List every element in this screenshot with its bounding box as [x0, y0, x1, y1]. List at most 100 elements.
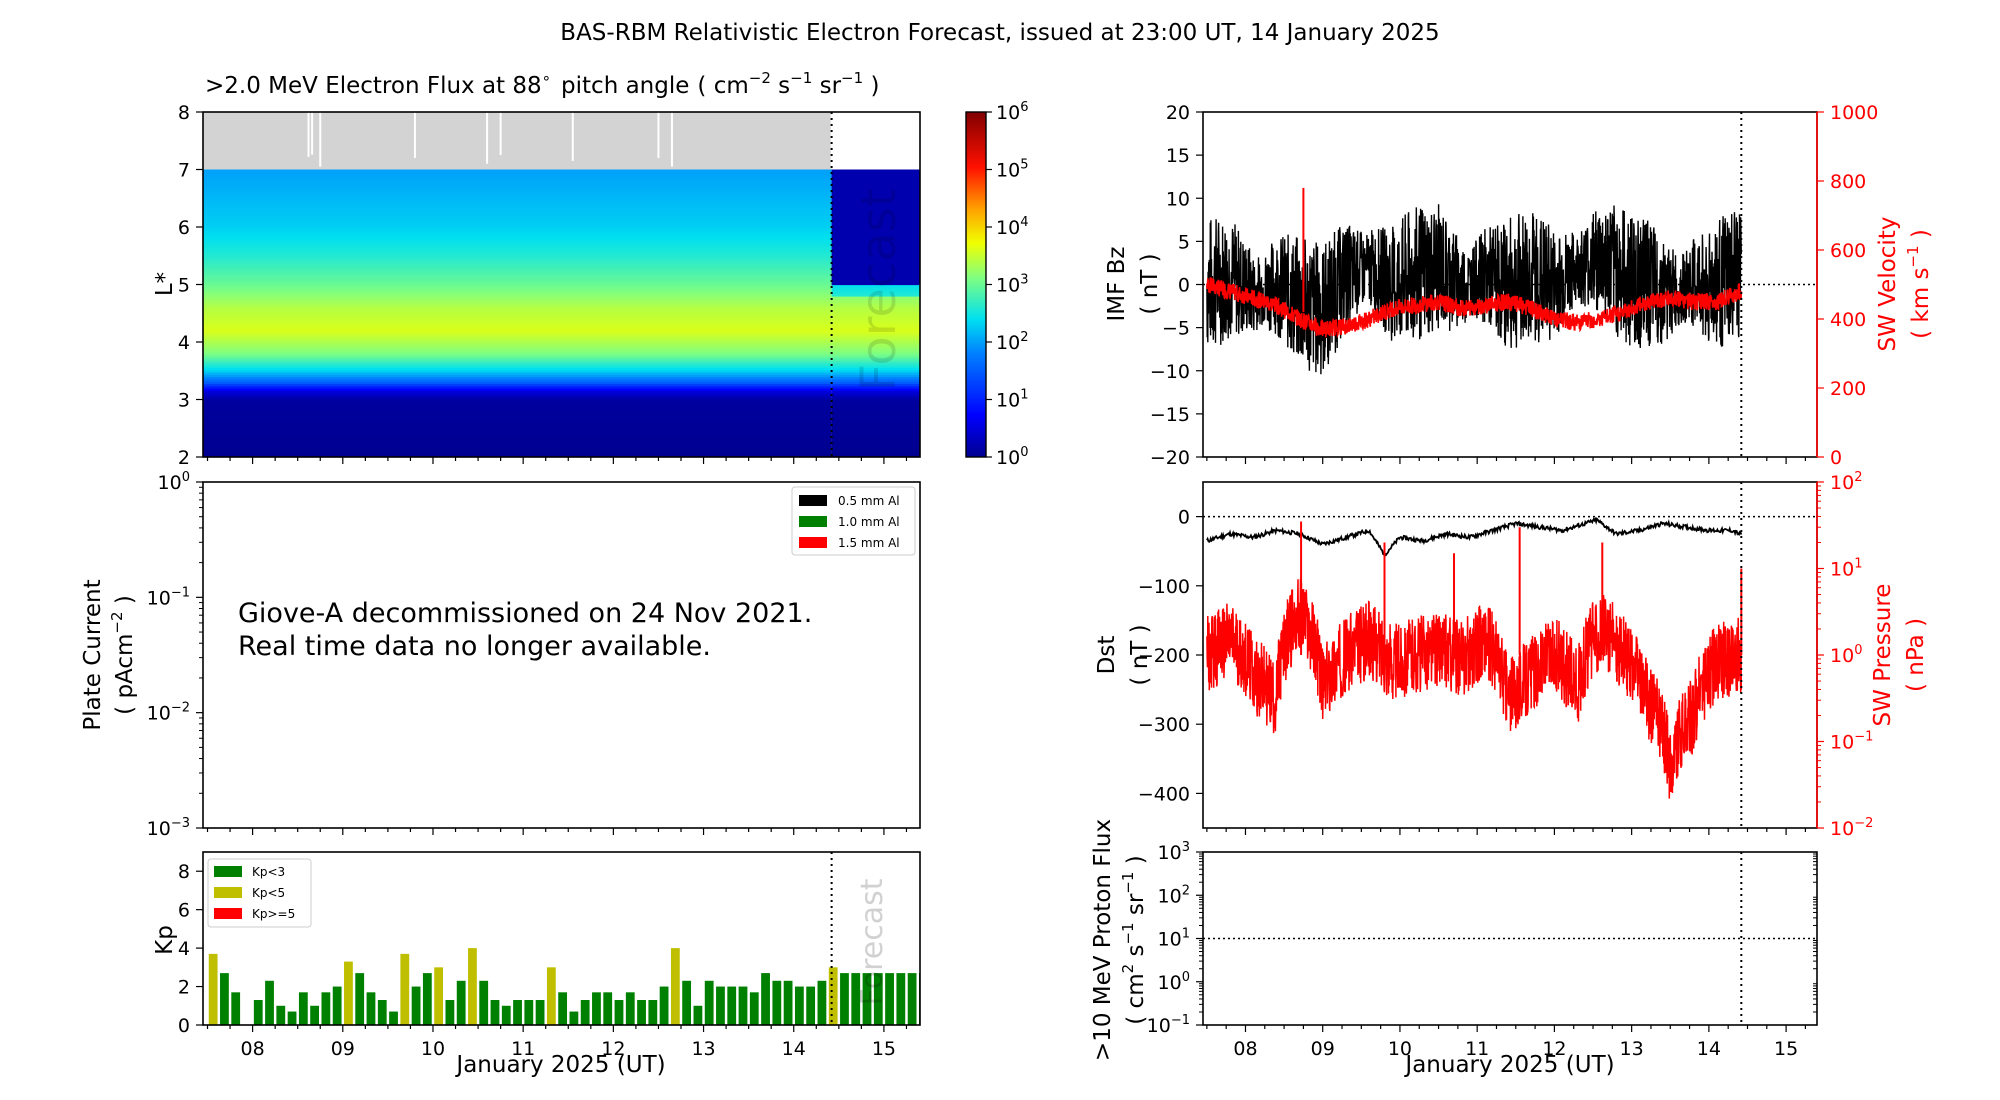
x-tick-label: 15	[1774, 1038, 1798, 1060]
flux-band	[203, 351, 832, 355]
kp-bar	[716, 986, 725, 1025]
flux-band	[203, 217, 832, 221]
flux-band	[203, 259, 832, 263]
flux-title-units-e3: −1	[841, 69, 863, 87]
flux-band	[203, 270, 832, 274]
proton-units-s: s	[1123, 945, 1149, 964]
flux-forecast-band	[831, 381, 920, 384]
flux-band	[203, 374, 832, 378]
sw-velocity-units-a: ( km s	[1908, 268, 1934, 339]
flux-band	[203, 342, 832, 345]
flux-band	[203, 362, 832, 366]
kp-legend: Kp<3 Kp<5 Kp>=5	[207, 858, 312, 928]
tick-exponent: 2	[1854, 470, 1862, 485]
kp-bar	[411, 986, 421, 1025]
plate-legend-label-0: 0.5 mm Al	[838, 494, 900, 508]
flux-forecast-band	[831, 447, 920, 451]
kp-bar	[208, 953, 218, 1025]
kp-ylabel: Kp	[152, 925, 178, 955]
flux-forecast-band	[831, 263, 920, 267]
plate-legend-swatch-2	[799, 537, 827, 548]
plate-ylabel: Plate Current	[80, 579, 106, 730]
flux-band	[203, 408, 832, 412]
tick-exponent: 1	[1854, 557, 1862, 572]
y-tick-label: 101	[1158, 927, 1190, 951]
y-tick-label: 3	[178, 390, 190, 412]
flux-forecast-band	[831, 240, 920, 244]
y-tick-label: 10−2	[147, 701, 190, 725]
flux-forecast-band	[831, 323, 920, 327]
degree-symbol: ∘	[542, 69, 551, 87]
flux-band	[203, 286, 832, 290]
flux-forecast-band	[831, 339, 920, 343]
right-y-tick-label: 200	[1830, 378, 1866, 400]
kp-bar	[501, 1005, 511, 1025]
flux-band	[203, 296, 832, 299]
flux-title-units-e2: −1	[790, 69, 812, 87]
x-tick-label: 14	[1697, 1038, 1721, 1060]
kp-bar	[513, 1000, 522, 1025]
flux-forecast-band	[831, 429, 920, 433]
flux-forecast-band	[831, 229, 920, 233]
flux-x-axis	[206, 457, 908, 464]
right-y-tick-label: 102	[1830, 470, 1862, 494]
flux-band	[203, 365, 832, 368]
kp-legend-swatch-2	[214, 908, 242, 919]
flux-forecast-band	[831, 360, 920, 364]
flux-band	[203, 440, 832, 444]
flux-band	[203, 210, 832, 214]
tick-base: 10	[996, 217, 1020, 239]
y-tick-label: 7	[178, 160, 190, 182]
flux-forecast-band	[831, 371, 920, 375]
flux-band	[203, 261, 832, 265]
colorbar-tick-label: 102	[996, 330, 1028, 354]
flux-forecast-band	[831, 236, 920, 240]
flux-band	[203, 254, 832, 258]
flux-band	[203, 231, 832, 235]
tick-exponent: 2	[1020, 330, 1028, 345]
plate-annotation-line1: Giove-A decommissioned on 24 Nov 2021.	[238, 598, 812, 629]
flux-band	[203, 401, 832, 405]
y-tick-label: 4	[178, 332, 190, 354]
imf-right-y-axis: 0 200 400 600 800 1000	[1817, 102, 1878, 469]
flux-band	[203, 224, 832, 228]
flux-band	[203, 289, 832, 292]
flux-forecast-band	[831, 286, 920, 290]
flux-forecast-band	[831, 183, 920, 187]
kp-bar	[727, 986, 737, 1025]
flux-y-axis: 2 3 4 5 6 7 8	[178, 102, 203, 469]
flux-forecast-band	[831, 187, 920, 191]
flux-forecast-band	[831, 358, 920, 361]
flux-band	[203, 429, 832, 433]
y-tick-label: −5	[1162, 318, 1190, 340]
proton-units-e2: −1	[1119, 922, 1137, 944]
flux-band	[203, 293, 832, 297]
flux-forecast-band	[831, 190, 920, 194]
flux-forecast-band	[831, 210, 920, 214]
kp-bar	[693, 1005, 703, 1025]
flux-forecast-band	[831, 440, 920, 444]
y-tick-label: −10	[1150, 361, 1190, 383]
flux-forecast-band	[831, 378, 920, 382]
tick-base: 10	[147, 587, 171, 609]
tick-base: 10	[158, 472, 182, 494]
flux-forecast-band	[831, 238, 920, 242]
flux-band	[203, 427, 832, 430]
flux-forecast-band	[831, 259, 920, 263]
flux-forecast-band	[831, 420, 920, 424]
flux-band	[203, 438, 832, 442]
flux-forecast-band	[831, 307, 920, 311]
flux-band	[203, 314, 832, 318]
tick-base: 10	[1147, 1015, 1171, 1037]
flux-forecast-band	[831, 438, 920, 442]
sw-velocity-ylabel-line2: ( km s−1 )	[1904, 229, 1934, 339]
flux-forecast-band	[831, 427, 920, 430]
kp-bar	[592, 992, 601, 1025]
kp-bar	[546, 967, 556, 1025]
tick-base: 10	[1158, 929, 1182, 951]
right-y-tick-label: 101	[1830, 557, 1862, 581]
flux-forecast-band	[831, 385, 920, 389]
dst-x-axis	[1206, 828, 1807, 835]
